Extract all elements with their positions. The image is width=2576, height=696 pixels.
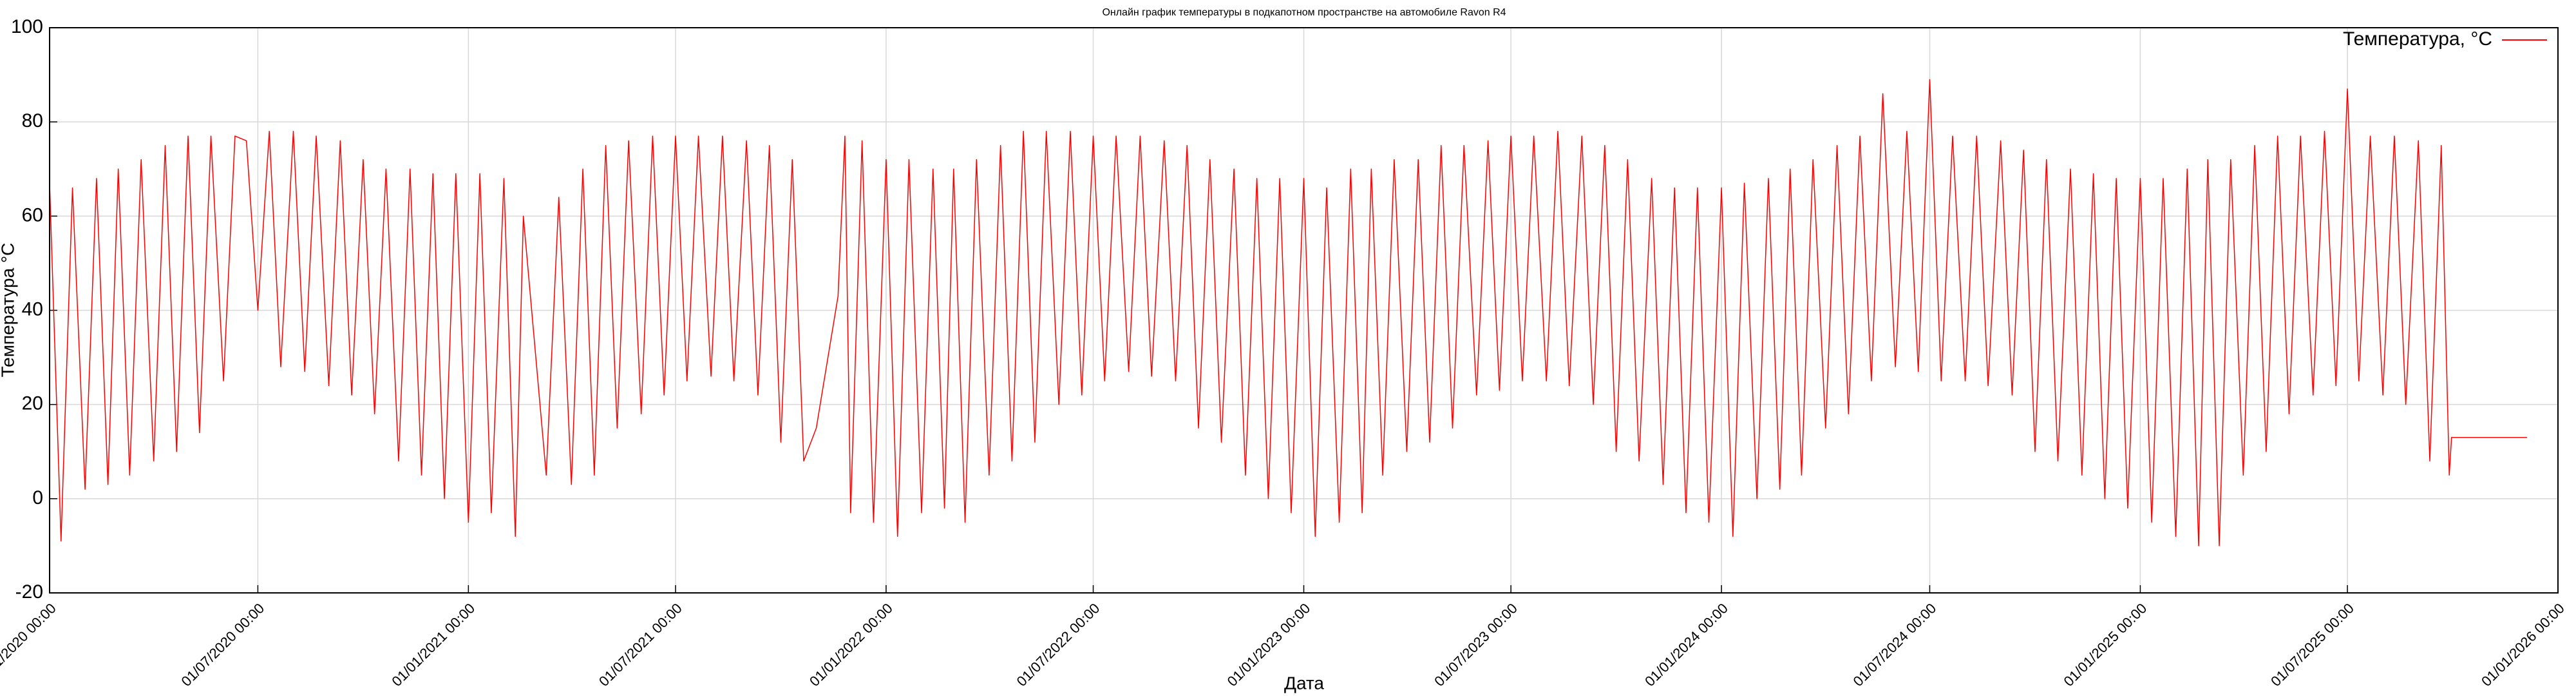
chart-title: Онлайн график температуры в подкапотном …: [1102, 7, 1506, 18]
x-tick-label: 01/01/2020 00:00: [0, 600, 59, 690]
x-tick-label: 01/01/2026 00:00: [2478, 600, 2568, 690]
y-tick-label: 100: [11, 16, 43, 37]
y-tick-label: -20: [15, 581, 43, 603]
plot-border: [49, 27, 2559, 594]
y-tick-label: 80: [22, 110, 43, 131]
x-tick-label: 01/07/2020 00:00: [178, 600, 267, 690]
y-tick-label: 40: [22, 298, 43, 320]
x-tick-label: 01/07/2023 00:00: [1431, 600, 1520, 690]
x-tick-label: 01/01/2024 00:00: [1642, 600, 1731, 690]
x-tick-label: 01/07/2025 00:00: [2268, 600, 2357, 690]
x-tick-label: 01/07/2022 00:00: [1014, 600, 1103, 690]
x-tick-label: 01/07/2024 00:00: [1850, 600, 1940, 690]
x-tick-label: 01/07/2021 00:00: [596, 600, 685, 690]
y-tick-label: 20: [22, 393, 43, 414]
x-tick-label: 01/01/2022 00:00: [806, 600, 896, 690]
x-tick-label: 01/01/2021 00:00: [388, 600, 478, 690]
y-axis-label: Температура °C: [0, 243, 17, 378]
y-tick-label: 0: [32, 487, 43, 508]
legend-label: Температура, °C: [2343, 28, 2492, 50]
x-axis-label: Дата: [1284, 673, 1324, 693]
x-tick-label: 01/01/2025 00:00: [2060, 600, 2150, 690]
data-line: [49, 79, 2528, 546]
y-tick-label: 60: [22, 204, 43, 226]
